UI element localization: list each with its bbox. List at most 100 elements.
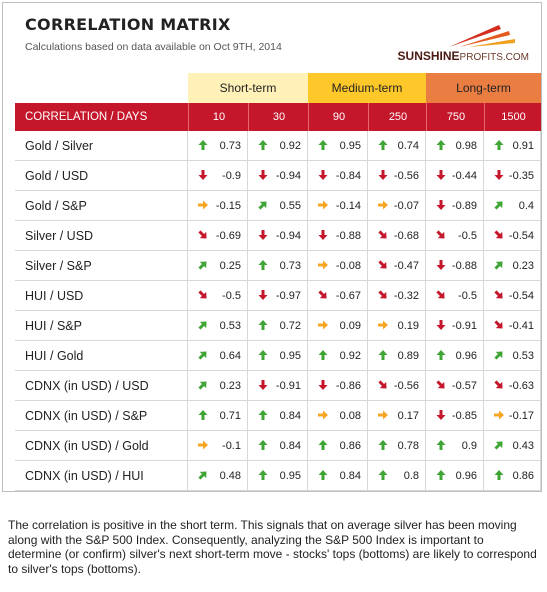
trend-arrow-icon <box>318 260 328 270</box>
trend-arrow-icon <box>494 380 503 389</box>
correlation-value: -0.17 <box>508 409 534 422</box>
correlation-value: 0.53 <box>219 319 241 332</box>
trend-arrow-icon <box>258 410 268 420</box>
correlation-cell: -0.9 <box>188 161 248 190</box>
correlation-value: 0.96 <box>455 469 477 482</box>
correlation-cell: -0.54 <box>484 281 541 310</box>
trend-arrow-icon <box>436 410 446 420</box>
trend-arrow-icon <box>378 170 388 180</box>
correlation-cell: -0.84 <box>308 161 368 190</box>
table-row: CDNX (in USD) / USD 0.23 -0.91 -0.86 -0.56 -0… <box>15 371 541 401</box>
trend-arrow-icon <box>494 261 503 270</box>
correlation-cell: -0.32 <box>368 281 426 310</box>
correlation-value: -0.57 <box>451 379 477 392</box>
trend-arrow-icon <box>198 440 208 450</box>
column-header-10: 10 <box>188 103 249 131</box>
correlation-value: 0.23 <box>219 379 241 392</box>
correlation-cell: 0.84 <box>248 431 308 460</box>
row-label: CDNX (in USD) / USD <box>15 371 188 400</box>
trend-arrow-icon <box>436 290 445 299</box>
correlation-value: -0.08 <box>335 259 361 272</box>
column-header-30: 30 <box>248 103 309 131</box>
row-label: CDNX (in USD) / HUI <box>15 461 188 490</box>
column-header-250: 250 <box>368 103 427 131</box>
trend-arrow-icon <box>436 170 446 180</box>
trend-arrow-icon <box>318 200 328 210</box>
correlation-cell: -0.5 <box>188 281 248 310</box>
trend-arrow-icon <box>318 410 328 420</box>
trend-arrow-icon <box>378 350 388 360</box>
correlation-value: -0.89 <box>451 199 477 212</box>
correlation-cell: 0.08 <box>308 401 368 430</box>
trend-arrow-icon <box>378 260 387 269</box>
correlation-value: 0.96 <box>455 349 477 362</box>
logo-wordmark: SUNSHINEPROFITS.COM <box>397 49 529 63</box>
correlation-value: -0.56 <box>393 169 419 182</box>
correlation-value: -0.1 <box>222 439 241 452</box>
table-row: Gold / S&P -0.15 0.55 -0.14 -0.07 -0.89 0.4 <box>15 191 541 221</box>
correlation-value: -0.84 <box>335 169 361 182</box>
trend-arrow-icon <box>436 470 446 480</box>
correlation-value: -0.15 <box>215 199 241 212</box>
correlation-cell: 0.53 <box>188 311 248 340</box>
trend-arrow-icon <box>318 140 328 150</box>
correlation-cell: 0.55 <box>248 191 308 220</box>
correlation-cell: -0.57 <box>426 371 484 400</box>
correlation-value: 0.92 <box>339 349 361 362</box>
correlation-value: -0.5 <box>458 229 477 242</box>
trend-arrow-icon <box>258 230 268 240</box>
trend-arrow-icon <box>318 290 327 299</box>
correlation-cell: 0.53 <box>484 341 541 370</box>
trend-arrow-icon <box>436 350 446 360</box>
trend-arrow-icon <box>318 230 328 240</box>
trend-arrow-icon <box>198 381 207 390</box>
correlation-cell: 0.9 <box>426 431 484 460</box>
correlation-value: 0.95 <box>339 139 361 152</box>
band-medium-term: Medium-term <box>308 73 426 103</box>
correlation-cell: -0.1 <box>188 431 248 460</box>
band-short-term: Short-term <box>188 73 308 103</box>
correlation-cell: -0.91 <box>426 311 484 340</box>
column-header-750: 750 <box>426 103 485 131</box>
trend-arrow-icon <box>258 350 268 360</box>
correlation-cell: -0.14 <box>308 191 368 220</box>
correlation-cell: -0.56 <box>368 371 426 400</box>
correlation-value: 0.84 <box>279 409 301 422</box>
trend-arrow-icon <box>258 470 268 480</box>
correlation-value: -0.47 <box>393 259 419 272</box>
correlation-cell: -0.91 <box>248 371 308 400</box>
correlation-cell: 0.43 <box>484 431 541 460</box>
correlation-value: -0.94 <box>275 229 301 242</box>
correlation-value: 0.86 <box>512 469 534 482</box>
trend-arrow-icon <box>198 200 208 210</box>
correlation-value: -0.9 <box>222 169 241 182</box>
correlation-cell: 0.84 <box>248 401 308 430</box>
correlation-value: 0.23 <box>512 259 534 272</box>
correlation-cell: 0.23 <box>188 371 248 400</box>
correlation-cell: 0.4 <box>484 191 541 220</box>
trend-arrow-icon <box>198 170 208 180</box>
correlation-cell: 0.17 <box>368 401 426 430</box>
row-label: HUI / Gold <box>15 341 188 370</box>
trend-arrow-icon <box>318 350 328 360</box>
term-band-row: Short-term Medium-term Long-term <box>15 73 541 103</box>
correlation-cell: -0.88 <box>426 251 484 280</box>
correlation-value: 0.72 <box>279 319 301 332</box>
correlation-value: 0.19 <box>397 319 419 332</box>
table-row: Gold / USD -0.9 -0.94 -0.84 -0.56 -0.44 -0.35 <box>15 161 541 191</box>
correlation-value: -0.5 <box>222 289 241 302</box>
correlation-cell: 0.23 <box>484 251 541 280</box>
row-header-label: CORRELATION / DAYS <box>25 111 148 123</box>
correlation-cell: 0.78 <box>368 431 426 460</box>
correlation-cell: 0.09 <box>308 311 368 340</box>
column-header-1500: 1500 <box>484 103 542 131</box>
correlation-value: 0.84 <box>279 439 301 452</box>
trend-arrow-icon <box>494 410 504 420</box>
correlation-value: 0.73 <box>279 259 301 272</box>
trend-arrow-icon <box>436 440 446 450</box>
trend-arrow-icon <box>378 440 388 450</box>
correlation-value: -0.91 <box>275 379 301 392</box>
correlation-cell: 0.95 <box>308 131 368 160</box>
trend-arrow-icon <box>378 380 387 389</box>
trend-arrow-icon <box>494 201 503 210</box>
